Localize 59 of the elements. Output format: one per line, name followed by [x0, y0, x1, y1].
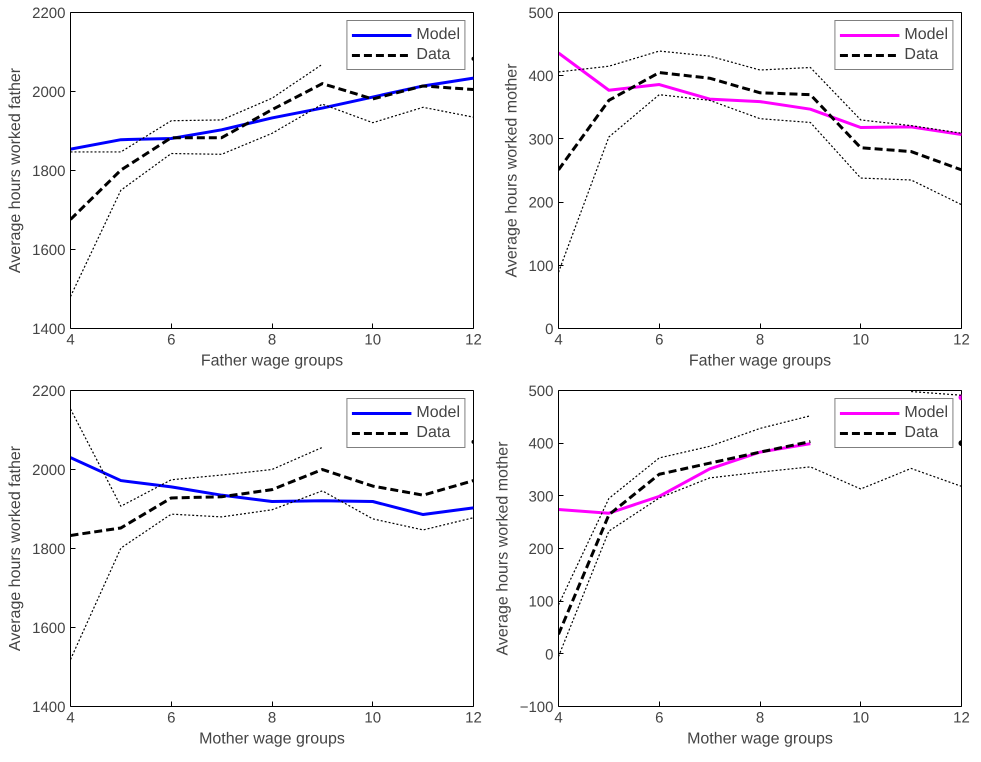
y-axis-title: Average hours worked father — [7, 445, 24, 652]
y-tick-label: 200 — [528, 194, 554, 212]
x-axis-title: Mother wage groups — [687, 730, 833, 748]
y-axis-title: Average hours worked father — [7, 67, 24, 274]
x-tick-label: 12 — [465, 710, 482, 726]
x-axis-title: Father wage groups — [688, 352, 832, 370]
legend-label: Model — [904, 404, 948, 422]
y-tick-label: 2000 — [32, 84, 66, 101]
x-axis-title: Father wage groups — [200, 352, 344, 370]
x-tick-label: 4 — [554, 710, 563, 726]
y-tick-label: 300 — [528, 131, 554, 148]
y-tick-label: 1800 — [32, 541, 66, 558]
x-tick-label: 10 — [364, 710, 382, 726]
y-tick-label: 400 — [528, 436, 554, 453]
x-tick-label: 12 — [953, 332, 970, 348]
legend-label: Data — [904, 424, 938, 442]
x-tick-label: 10 — [852, 710, 870, 726]
y-tick-label: 1800 — [32, 163, 66, 180]
legend-label: Data — [416, 424, 450, 442]
x-tick-label: 6 — [655, 332, 664, 348]
y-axis-title: Average hours worked mother — [503, 62, 520, 278]
x-tick-label: 8 — [268, 710, 276, 726]
legend-label: Model — [416, 26, 460, 44]
y-tick-label: 400 — [528, 68, 554, 86]
x-tick-label: 12 — [953, 710, 970, 726]
legend-label: Model — [416, 404, 460, 422]
y-tick-label: 500 — [528, 5, 554, 22]
legend-label: Data — [416, 46, 450, 64]
x-tick-label: 6 — [167, 332, 176, 348]
x-tick-label: 12 — [465, 332, 482, 348]
x-axis-title: Mother wage groups — [199, 730, 345, 748]
y-tick-label: 0 — [545, 321, 554, 338]
x-tick-label: 6 — [655, 710, 664, 726]
x-tick-label: 8 — [756, 332, 764, 348]
x-tick-label: 6 — [167, 710, 176, 726]
y-tick-label: 1600 — [32, 242, 66, 259]
x-tick-label: 4 — [554, 332, 563, 348]
y-tick-label: −100 — [520, 699, 554, 716]
y-tick-label: 2000 — [32, 462, 66, 479]
y-tick-label: 0 — [545, 646, 554, 664]
y-tick-label: 1400 — [32, 321, 66, 338]
y-tick-label: 1400 — [32, 699, 66, 716]
y-tick-label: 1600 — [32, 620, 66, 637]
y-tick-label: 2200 — [32, 5, 66, 22]
legend-label: Model — [904, 26, 948, 44]
y-tick-label: 300 — [528, 488, 554, 506]
y-tick-label: 100 — [528, 258, 554, 275]
y-tick-label: 100 — [528, 594, 554, 611]
y-tick-label: 500 — [528, 383, 554, 400]
x-tick-label: 4 — [66, 332, 75, 348]
x-tick-label: 8 — [268, 332, 276, 348]
y-tick-label: 2200 — [32, 383, 66, 400]
x-tick-label: 8 — [756, 710, 764, 726]
x-tick-label: 10 — [852, 332, 870, 348]
x-tick-label: 10 — [364, 332, 382, 348]
y-tick-label: 200 — [528, 541, 554, 558]
x-tick-label: 4 — [66, 710, 75, 726]
legend-label: Data — [904, 46, 938, 64]
y-axis-title: Average hours worked mother — [494, 440, 512, 656]
